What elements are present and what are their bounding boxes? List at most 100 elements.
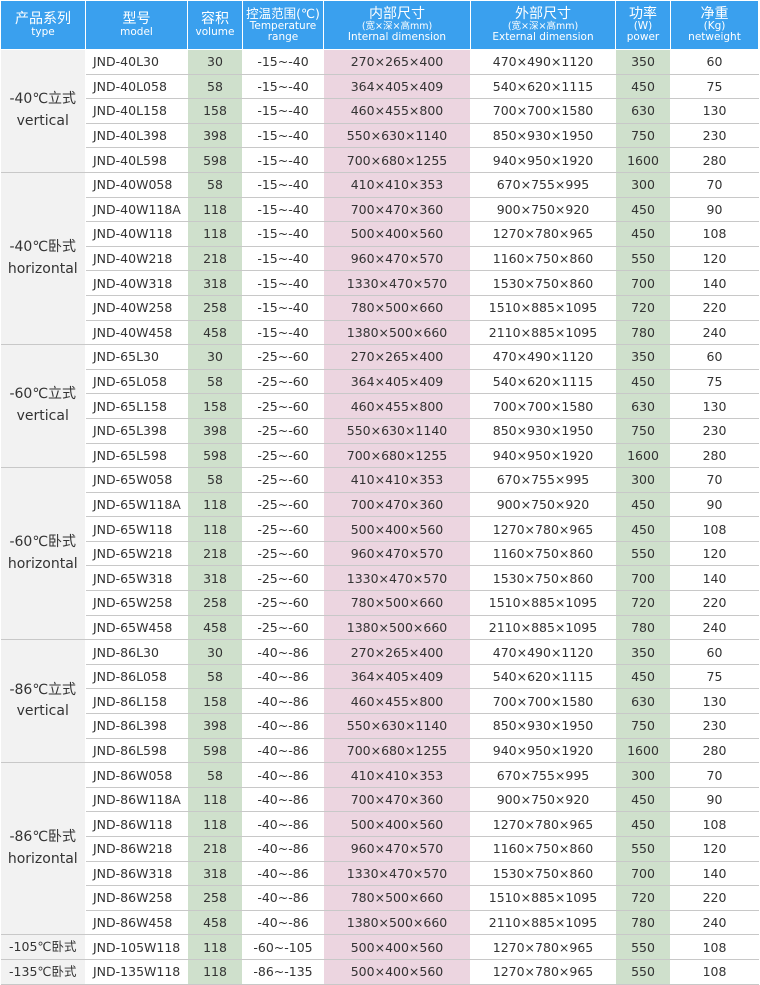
temperature-cell: -15~-40 — [242, 196, 324, 223]
internal-dimension-cell: 550×630×1140 — [323, 417, 471, 444]
power-cell: 750 — [615, 417, 671, 444]
power-cell: 550 — [615, 836, 671, 862]
header-volume: 容积 volume — [187, 0, 243, 50]
power-cell: 300 — [615, 467, 671, 493]
temperature-cell: -25~-60 — [242, 614, 324, 641]
series-label-zh: -60℃卧式 — [9, 533, 77, 550]
table-row: JND-65L058 58 -25~-60 364×405×409 540×620×11… — [1, 368, 759, 395]
internal-dimension-cell: 960×470×570 — [323, 836, 471, 862]
model-cell: JND-40W258 — [85, 294, 188, 321]
weight-cell: 108 — [670, 958, 759, 985]
table-row: JND-86W258 258 -40~-86 780×500×660 1510×885×… — [1, 885, 759, 911]
model-cell: JND-86W318 — [85, 860, 188, 887]
weight-cell: 130 — [670, 688, 759, 715]
weight-cell: 70 — [670, 762, 759, 788]
volume-cell: 30 — [187, 344, 243, 370]
temperature-cell: -40~-86 — [242, 786, 324, 813]
temperature-cell: -15~-40 — [242, 98, 324, 124]
volume-cell: 158 — [187, 688, 243, 715]
internal-dimension-cell: 270×265×400 — [323, 344, 471, 370]
series-label-en: horizontal — [7, 260, 78, 277]
power-cell: 780 — [615, 909, 671, 936]
weight-cell: 108 — [670, 221, 759, 247]
weight-cell: 140 — [670, 270, 759, 296]
external-dimension-cell: 900×750×920 — [470, 786, 616, 813]
volume-cell: 158 — [187, 98, 243, 124]
series-label-en: horizontal — [7, 555, 78, 572]
weight-cell: 120 — [670, 540, 759, 567]
external-dimension-cell: 470×490×1120 — [470, 49, 616, 75]
internal-dimension-cell: 700×680×1255 — [323, 442, 471, 469]
power-cell: 1600 — [615, 737, 671, 764]
header-internal-dimension: 内部尺寸 (宽×深×高mm) Internal dimension — [323, 0, 471, 50]
model-cell: JND-86W118 — [85, 811, 188, 837]
weight-cell: 60 — [670, 639, 759, 665]
weight-cell: 280 — [670, 442, 759, 469]
model-cell: JND-40L058 — [85, 73, 188, 100]
external-dimension-cell: 1510×885×1095 — [470, 885, 616, 911]
external-dimension-cell: 540×620×1115 — [470, 368, 616, 395]
product-series-cell: -60℃立式 vertical — [0, 344, 86, 469]
volume-cell: 118 — [187, 196, 243, 223]
internal-dimension-cell: 1330×470×570 — [323, 565, 471, 592]
volume-cell: 458 — [187, 614, 243, 641]
weight-cell: 220 — [670, 885, 759, 911]
weight-cell: 230 — [670, 122, 759, 149]
model-cell: JND-86L058 — [85, 663, 188, 690]
product-series-cell: -86℃卧式 horizontal — [0, 762, 86, 936]
external-dimension-cell: 900×750×920 — [470, 491, 616, 518]
table-row: JND-86W218 218 -40~-86 960×470×570 1160×750×… — [1, 836, 759, 862]
weight-cell: 140 — [670, 565, 759, 592]
internal-dimension-cell: 500×400×560 — [323, 221, 471, 247]
volume-cell: 118 — [187, 516, 243, 542]
temperature-cell: -25~-60 — [242, 491, 324, 518]
power-cell: 720 — [615, 590, 671, 616]
model-cell: JND-65W318 — [85, 565, 188, 592]
internal-dimension-cell: 500×400×560 — [323, 516, 471, 542]
power-cell: 630 — [615, 98, 671, 124]
series-label-en: vertical — [16, 112, 69, 129]
power-cell: 630 — [615, 393, 671, 419]
volume-cell: 118 — [187, 221, 243, 247]
volume-cell: 398 — [187, 713, 243, 739]
weight-cell: 140 — [670, 860, 759, 887]
external-dimension-cell: 470×490×1120 — [470, 344, 616, 370]
temperature-cell: -40~-86 — [242, 737, 324, 764]
external-dimension-cell: 850×930×1950 — [470, 713, 616, 739]
temperature-cell: -15~-40 — [242, 49, 324, 75]
table-row: JND-86L058 58 -40~-86 364×405×409 540×620×11… — [1, 663, 759, 690]
internal-dimension-cell: 460×455×800 — [323, 98, 471, 124]
internal-dimension-cell: 410×410×353 — [323, 467, 471, 493]
header-weight: 净重 (Kg) netweight — [670, 0, 759, 50]
volume-cell: 598 — [187, 737, 243, 764]
temperature-cell: -40~-86 — [242, 909, 324, 936]
external-dimension-cell: 1530×750×860 — [470, 860, 616, 887]
header-type: 产品系列 type — [0, 0, 86, 50]
table-row: JND-65W318 318 -25~-60 1330×470×570 1530×750… — [1, 565, 759, 592]
external-dimension-cell: 1510×885×1095 — [470, 294, 616, 321]
power-cell: 450 — [615, 73, 671, 100]
temperature-cell: -40~-86 — [242, 663, 324, 690]
model-cell: JND-86L398 — [85, 713, 188, 739]
external-dimension-cell: 900×750×920 — [470, 196, 616, 223]
header-temperature: 控温范围(℃) Temperature range — [242, 0, 324, 50]
weight-cell: 220 — [670, 590, 759, 616]
external-dimension-cell: 1160×750×860 — [470, 836, 616, 862]
power-cell: 450 — [615, 786, 671, 813]
table-row: -86℃卧式 horizontal JND-86W058 58 -40~-86 410×4… — [0, 762, 759, 936]
series-label-en: horizontal — [7, 850, 78, 867]
temperature-cell: -15~-40 — [242, 171, 324, 198]
table-row: JND-65L598 598 -25~-60 700×680×1255 940×950×… — [1, 442, 759, 469]
internal-dimension-cell: 700×680×1255 — [323, 147, 471, 173]
header-power: 功率 (W) power — [615, 0, 671, 50]
power-cell: 450 — [615, 368, 671, 395]
model-cell: JND-40W058 — [85, 171, 188, 198]
temperature-cell: -25~-60 — [242, 393, 324, 419]
weight-cell: 130 — [670, 393, 759, 419]
power-cell: 550 — [615, 958, 671, 985]
volume-cell: 58 — [187, 663, 243, 690]
power-cell: 700 — [615, 270, 671, 296]
model-cell: JND-40L30 — [85, 49, 188, 75]
model-cell: JND-86L30 — [85, 639, 188, 665]
model-cell: JND-86W118A — [85, 786, 188, 813]
